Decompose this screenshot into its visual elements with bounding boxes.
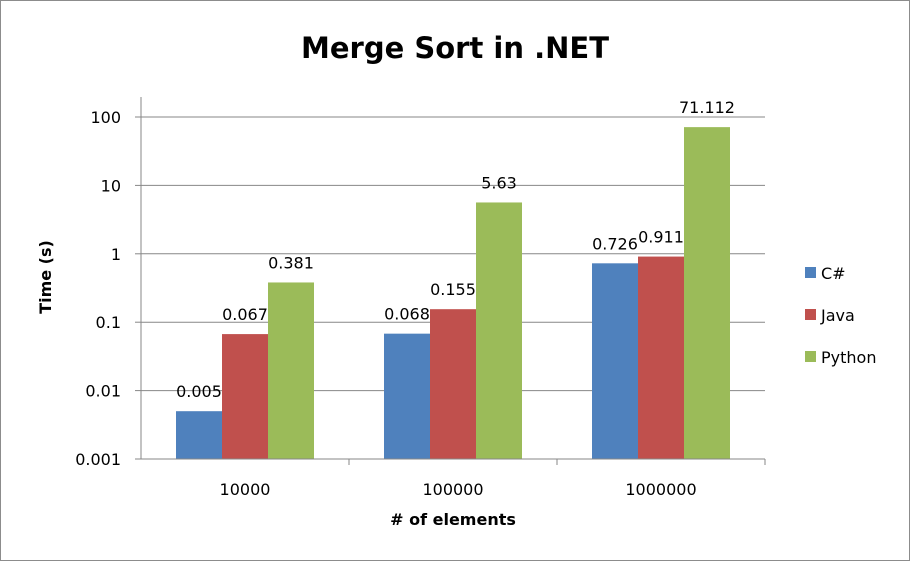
legend: C# Java Python bbox=[805, 264, 876, 367]
bar bbox=[638, 256, 684, 459]
legend-swatch bbox=[805, 309, 816, 320]
y-tick-label: 0.001 bbox=[75, 450, 121, 469]
y-tick-label: 0.01 bbox=[85, 382, 121, 401]
bar bbox=[176, 411, 222, 459]
bar bbox=[684, 127, 730, 459]
y-tick-label: 100 bbox=[90, 108, 121, 127]
bar bbox=[592, 263, 638, 459]
x-axis-title: # of elements bbox=[390, 510, 516, 529]
axes bbox=[135, 97, 766, 465]
y-axis-title: Time (s) bbox=[36, 240, 55, 314]
data-label: 0.911 bbox=[638, 228, 684, 247]
bar bbox=[430, 309, 476, 459]
data-label: 0.155 bbox=[430, 280, 476, 299]
x-tick-label: 100000 bbox=[422, 480, 483, 499]
bar bbox=[384, 333, 430, 459]
y-tick-label: 1 bbox=[111, 245, 121, 264]
y-tick-label: 0.1 bbox=[96, 313, 121, 332]
data-label: 0.005 bbox=[176, 382, 222, 401]
data-label: 0.068 bbox=[384, 305, 430, 324]
y-tick-label: 10 bbox=[101, 176, 121, 195]
x-tick-label: 1000000 bbox=[625, 480, 696, 499]
data-label: 71.112 bbox=[679, 98, 735, 117]
legend-label: Python bbox=[821, 348, 876, 367]
legend-swatch bbox=[805, 267, 816, 278]
data-label: 5.63 bbox=[481, 173, 517, 192]
x-tick-label: 10000 bbox=[220, 480, 271, 499]
data-label: 0.726 bbox=[592, 234, 638, 253]
legend-swatch bbox=[805, 351, 816, 362]
y-tick-labels: 0.001 0.01 0.1 1 10 100 bbox=[75, 108, 121, 469]
data-label: 0.381 bbox=[268, 253, 314, 272]
bar bbox=[476, 202, 522, 460]
bar bbox=[222, 334, 268, 459]
x-tick-labels: 10000 100000 1000000 bbox=[220, 480, 697, 499]
bars bbox=[176, 127, 730, 460]
legend-label: C# bbox=[821, 264, 846, 283]
data-label: 0.067 bbox=[222, 305, 268, 324]
legend-label: Java bbox=[820, 306, 855, 325]
chart-title: Merge Sort in .NET bbox=[301, 31, 609, 65]
bar bbox=[268, 282, 314, 459]
